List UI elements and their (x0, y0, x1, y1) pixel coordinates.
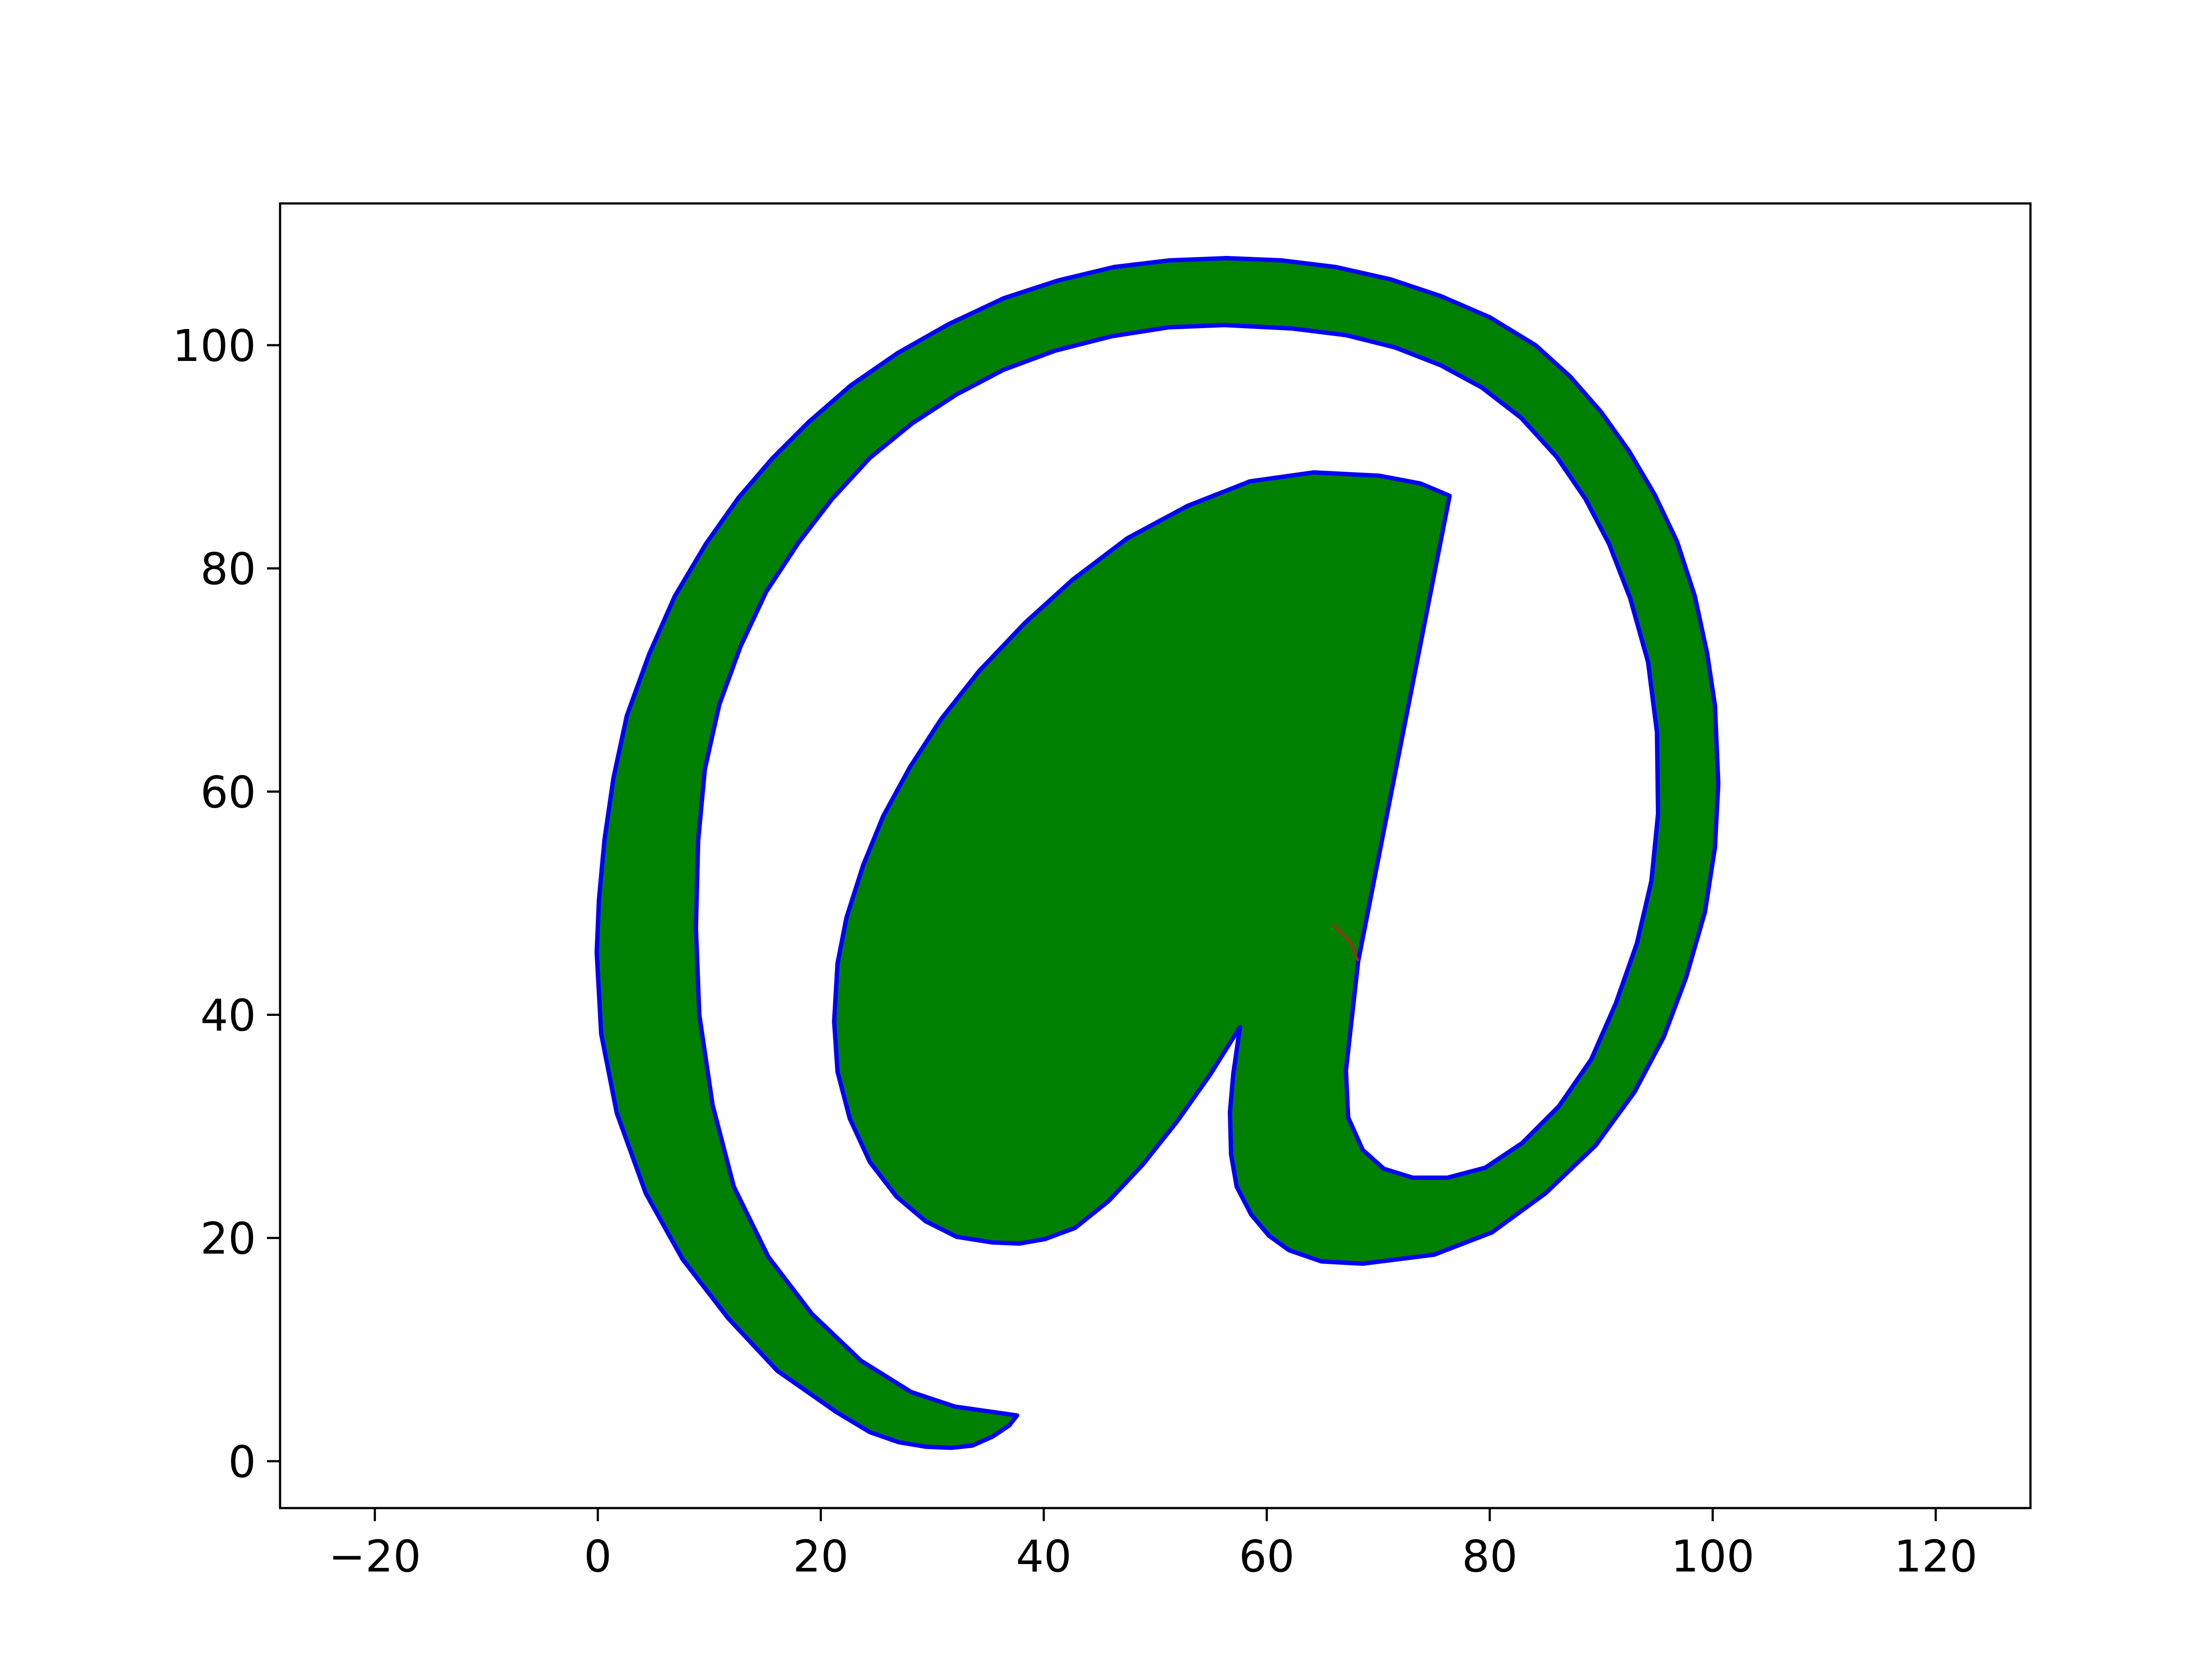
y-tick-label: 0 (228, 1436, 256, 1488)
x-tick-label: 100 (1671, 1531, 1754, 1582)
y-tick-label: 40 (200, 990, 256, 1041)
at-sign-shape (594, 256, 1721, 1450)
x-tick-label: 0 (584, 1531, 612, 1582)
y-tick-label: 100 (172, 320, 256, 371)
plot-frame (279, 202, 2032, 1509)
x-axis-ticks: −20 0 20 40 60 80 100 120 (329, 1508, 1978, 1582)
y-tick-label: 80 (200, 543, 256, 595)
y-axis-ticks: 0 20 40 60 80 100 (172, 320, 280, 1488)
x-tick-label: 20 (793, 1531, 849, 1582)
marker-line (1332, 924, 1360, 962)
x-tick-label: 120 (1894, 1531, 1978, 1582)
y-tick-label: 60 (200, 766, 256, 818)
x-tick-label: 60 (1239, 1531, 1294, 1582)
y-tick-label: 20 (200, 1213, 256, 1264)
x-tick-label: 40 (1016, 1531, 1072, 1582)
series-layer (594, 256, 1721, 1450)
x-tick-label: 80 (1462, 1531, 1518, 1582)
x-tick-label: −20 (329, 1531, 421, 1582)
